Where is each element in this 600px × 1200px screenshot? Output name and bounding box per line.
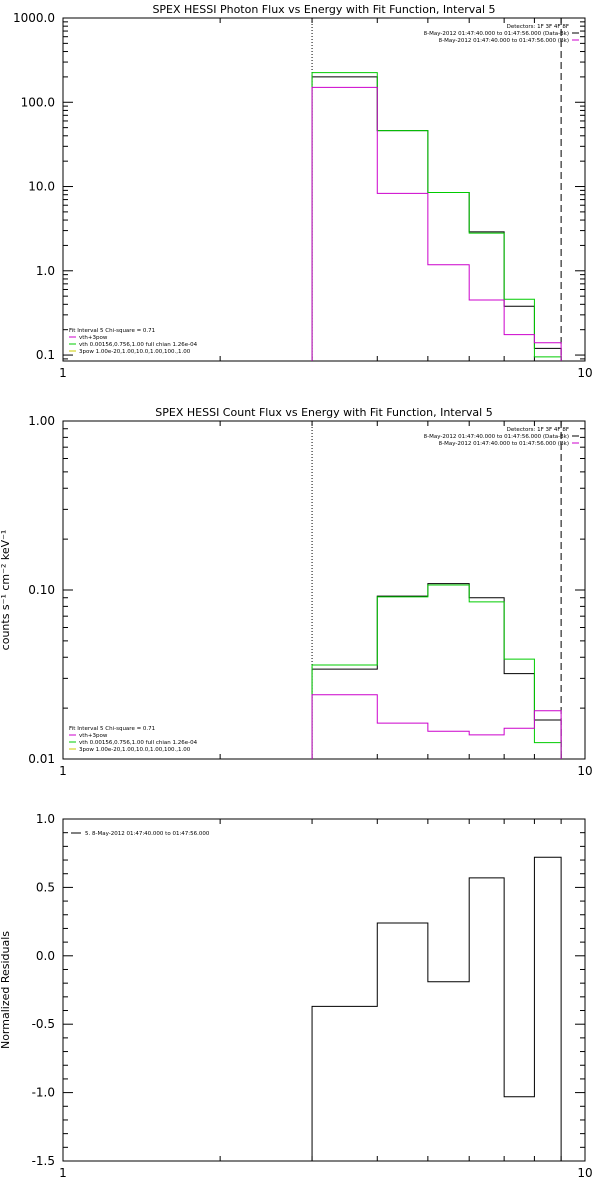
fit-legend-text: vth 0.00156,0.756,1.00 full chian 1.26e-… — [79, 740, 198, 746]
series-2-histogram — [311, 584, 562, 759]
y-tick-label: 1.0 — [36, 812, 55, 826]
series-1-histogram — [311, 583, 562, 759]
chart-title: SPEX HESSI Photon Flux vs Energy with Fi… — [152, 3, 495, 16]
y-tick-label: 0.01 — [28, 752, 55, 766]
panel-2: SPEX HESSI Count Flux vs Energy with Fit… — [0, 406, 593, 778]
y-tick-label: -1.0 — [32, 1086, 55, 1100]
chart-title: SPEX HESSI Count Flux vs Energy with Fit… — [155, 406, 492, 419]
fit-legend-text: 3pow 1.00e-20,1.00,10.0,1.00,100.,1.00 — [79, 747, 191, 753]
y-tick-label: 0.10 — [28, 583, 55, 597]
y-tick-label: 1.0 — [36, 264, 55, 278]
series-1-histogram — [311, 856, 562, 1161]
fit-legend-text: Fit Interval 5 Chi-square = 0.71 — [69, 328, 155, 334]
y-tick-label: -0.5 — [32, 1017, 55, 1031]
plot-frame — [62, 818, 586, 1162]
x-tick-label: 1 — [59, 764, 67, 778]
y-tick-label: 100.0 — [21, 95, 55, 109]
fit-legend-text: vth 0.00156,0.756,1.00 full chian 1.26e-… — [79, 342, 198, 348]
info-legend-text: 8-May-2012 01:47:40.000 to 01:47:56.000 … — [424, 31, 569, 37]
x-tick-label: 10 — [577, 1166, 592, 1180]
info-legend-text: Detectors: 1F 3F 4F 8F — [507, 24, 569, 30]
y-tick-label: -1.5 — [32, 1154, 55, 1168]
series-1-histogram — [311, 76, 562, 361]
series-2-histogram — [311, 72, 562, 361]
info-legend-text: 8-May-2012 01:47:40.000 to 01:47:56.000 … — [439, 441, 569, 447]
y-axis-label: Normalized Residuals — [0, 931, 12, 1049]
plot-frame — [62, 17, 586, 362]
info-legend-text: 8-May-2012 01:47:40.000 to 01:47:56.000 … — [439, 38, 569, 44]
y-tick-label: 1.00 — [28, 414, 55, 428]
y-axis-label: counts s⁻¹ cm⁻² keV⁻¹ — [0, 530, 12, 651]
info-legend-text: Detectors: 1F 3F 4F 8F — [507, 427, 569, 433]
info-legend-text: 5. 8-May-2012 01:47:40.000 to 01:47:56.0… — [85, 831, 210, 837]
y-tick-label: 0.5 — [36, 880, 55, 894]
fit-legend-text: vth+3pow — [79, 335, 108, 341]
y-tick-label: 10.0 — [28, 180, 55, 194]
info-legend-text: 8-May-2012 01:47:40.000 to 01:47:56.000 … — [424, 434, 569, 440]
y-tick-label: 1000.0 — [13, 11, 55, 25]
y-tick-label: 0.0 — [36, 949, 55, 963]
fit-legend-text: Fit Interval 5 Chi-square = 0.71 — [69, 726, 155, 732]
x-tick-label: 1 — [59, 1166, 67, 1180]
plot-frame — [62, 420, 586, 760]
panel-3: Normalized Residuals 1 10 -1.5 -1.0 -0.5 0.0 0.… — [0, 812, 593, 1180]
fit-legend-text: vth+3pow — [79, 733, 108, 739]
series-3-histogram — [311, 86, 562, 361]
fit-legend-text: 3pow 1.00e-20,1.00,10.0,1.00,100.,1.00 — [79, 349, 191, 355]
series-3-histogram — [311, 694, 562, 759]
panel-1: SPEX HESSI Photon Flux vs Energy with Fi… — [13, 3, 593, 380]
x-tick-label: 1 — [59, 366, 67, 380]
x-tick-label: 10 — [577, 764, 592, 778]
y-tick-label: 0.1 — [36, 348, 55, 362]
x-tick-label: 10 — [577, 366, 592, 380]
